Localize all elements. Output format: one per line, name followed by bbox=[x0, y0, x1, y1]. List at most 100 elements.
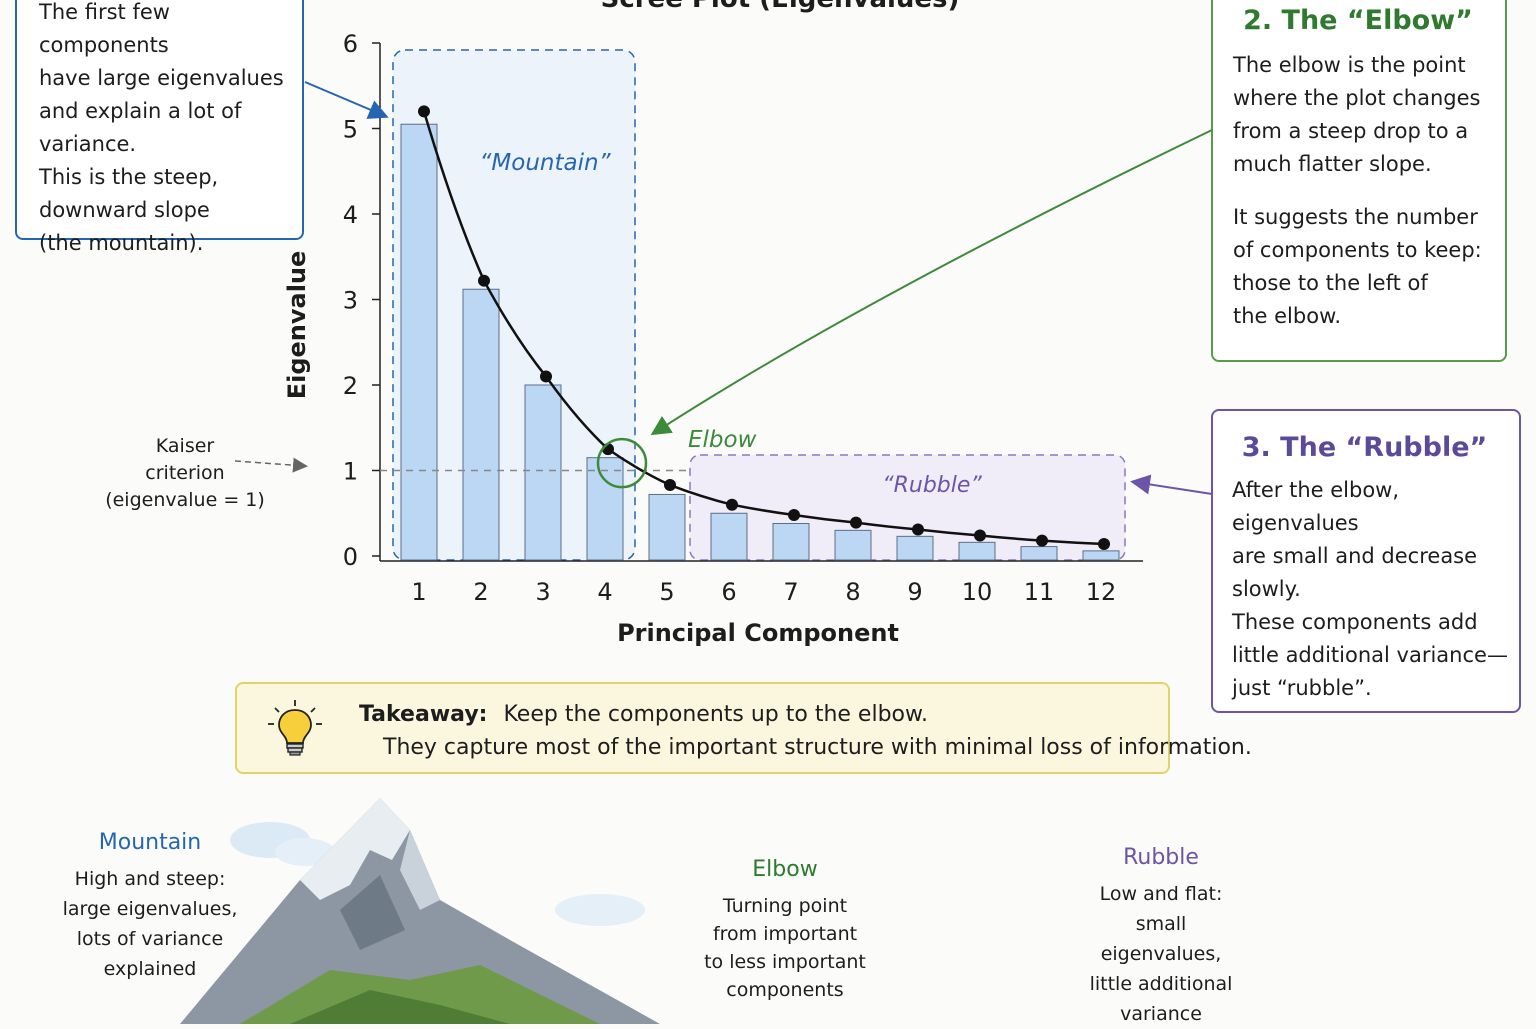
callout-elbow-line: of components to keep: bbox=[1233, 238, 1482, 262]
data-point bbox=[1098, 538, 1110, 551]
data-point bbox=[974, 529, 986, 542]
mountain-region bbox=[392, 49, 636, 561]
data-point bbox=[912, 523, 924, 536]
elbow-marker bbox=[596, 437, 648, 489]
y-tick-label: 5 bbox=[343, 116, 358, 144]
callout-elbow-line: the elbow. bbox=[1233, 304, 1341, 328]
bar bbox=[958, 541, 996, 561]
x-axis-label: Principal Component bbox=[617, 619, 899, 647]
legend-mountain: Mountain High and steep: large eigenvalu… bbox=[60, 828, 240, 984]
callout-elbow-line: where the plot changes bbox=[1233, 86, 1481, 110]
x-tick-label: 3 bbox=[535, 578, 550, 606]
legend-line: small eigenvalues, bbox=[1100, 913, 1222, 965]
elbow-arrow bbox=[650, 129, 1213, 436]
data-point bbox=[788, 508, 800, 521]
legend-line: components bbox=[726, 979, 844, 1001]
rubble-label: “Rubble” bbox=[882, 473, 982, 498]
kaiser-label-line: (eigenvalue = 1) bbox=[105, 489, 265, 511]
kaiser-label-line: Kaiser bbox=[155, 435, 215, 457]
data-point bbox=[850, 516, 862, 529]
legend-line: variance bbox=[1120, 1003, 1202, 1025]
callout-mountain-line: The first few components bbox=[39, 0, 170, 57]
y-axis-label: Eigenvalue bbox=[283, 251, 311, 400]
legend-line: High and steep: bbox=[74, 868, 226, 890]
callout-mountain: The first few components have large eige… bbox=[15, 0, 304, 255]
bar bbox=[772, 523, 810, 561]
bar bbox=[586, 457, 624, 561]
y-tick-label: 0 bbox=[343, 543, 358, 571]
data-point bbox=[418, 105, 430, 118]
callout-rubble-line: little additional variance— bbox=[1232, 643, 1508, 667]
callout-rubble-line: slowly. bbox=[1232, 577, 1301, 601]
kaiser-arrow bbox=[234, 457, 308, 473]
callout-rubble: 3. The “Rubble” After the elbow, eigenva… bbox=[1211, 409, 1521, 713]
bar bbox=[524, 384, 562, 561]
callout-elbow-title: 2. The “Elbow” bbox=[1243, 5, 1473, 36]
callout-rubble-title: 3. The “Rubble” bbox=[1241, 432, 1488, 463]
y-tick-label: 4 bbox=[343, 201, 358, 229]
callout-elbow-line: those to the left of bbox=[1233, 271, 1428, 295]
x-tick-label: 6 bbox=[721, 578, 736, 606]
bar bbox=[896, 535, 934, 561]
takeaway-label: Takeaway: bbox=[359, 702, 488, 727]
x-tick-label: 1 bbox=[411, 578, 426, 606]
legend-line: Low and flat: bbox=[1099, 883, 1223, 905]
callout-elbow: 2. The “Elbow” The elbow is the point wh… bbox=[1211, 0, 1507, 362]
legend-line: little additional bbox=[1089, 973, 1233, 995]
kaiser-label-line: criterion bbox=[145, 462, 225, 484]
y-tick-label: 3 bbox=[343, 287, 358, 315]
callout-rubble-line: are small and decrease bbox=[1232, 544, 1478, 568]
legend-line: lots of variance bbox=[76, 928, 224, 950]
callout-mountain-line: downward slope bbox=[39, 198, 210, 222]
legend-line: large eigenvalues, bbox=[62, 898, 238, 920]
elbow-label: Elbow bbox=[688, 427, 757, 453]
chart-title: Scree Plot (Eigenvalues) bbox=[560, 0, 1000, 14]
mountain-illustration bbox=[180, 798, 660, 1024]
callout-mountain-line: variance. bbox=[39, 132, 137, 156]
takeaway-box: Takeaway: Keep the components up to the e… bbox=[235, 682, 1252, 774]
mountain-arrow bbox=[304, 81, 389, 119]
data-point bbox=[1036, 534, 1048, 547]
callout-elbow-line: It suggests the number bbox=[1233, 205, 1478, 229]
x-tick-label: 4 bbox=[597, 578, 612, 606]
callout-mountain-line: This is the steep, bbox=[39, 165, 219, 189]
bar bbox=[400, 123, 438, 561]
takeaway-text-2: They capture most of the important struc… bbox=[383, 735, 1252, 760]
legend-line: to less important bbox=[704, 951, 866, 973]
callout-elbow-line: from a steep drop to a bbox=[1233, 119, 1469, 143]
y-tick-label: 6 bbox=[343, 30, 358, 58]
bar bbox=[1082, 550, 1120, 561]
takeaway-text-1: Keep the components up to the elbow. bbox=[503, 702, 928, 727]
legend-rubble: Rubble Low and flat: small eigenvalues, … bbox=[1076, 843, 1246, 1029]
legend-rubble-title: Rubble bbox=[1123, 845, 1199, 870]
callout-rubble-line: These components add bbox=[1232, 610, 1478, 634]
legend-elbow: Elbow Turning point from important to le… bbox=[700, 856, 870, 1004]
bar bbox=[648, 493, 686, 561]
legend-mountain-title: Mountain bbox=[98, 830, 202, 855]
callout-rubble-line: just “rubble”. bbox=[1232, 676, 1372, 700]
mountain-label: “Mountain” bbox=[480, 150, 612, 176]
x-tick-label: 8 bbox=[845, 578, 860, 606]
data-point bbox=[478, 274, 490, 287]
x-tick-label: 2 bbox=[473, 578, 488, 606]
y-tick-label: 1 bbox=[343, 458, 358, 486]
data-point bbox=[664, 479, 676, 492]
callout-mountain-line: have large eigenvalues bbox=[39, 66, 284, 90]
x-tick-label: 5 bbox=[659, 578, 674, 606]
bar bbox=[462, 288, 500, 561]
data-point bbox=[726, 498, 738, 511]
x-tick-label: 12 bbox=[1086, 578, 1117, 606]
legend-line: from important bbox=[712, 923, 858, 945]
takeaway-line-1: Takeaway: Keep the components up to the e… bbox=[359, 702, 928, 727]
bar bbox=[710, 512, 748, 561]
callout-rubble-line: After the elbow, eigenvalues bbox=[1232, 478, 1400, 535]
bar bbox=[1020, 546, 1058, 561]
legend-elbow-title: Elbow bbox=[752, 857, 818, 882]
x-tick-label: 9 bbox=[907, 578, 922, 606]
legend-line: explained bbox=[103, 958, 197, 980]
lightbulb-icon bbox=[268, 700, 322, 756]
x-tick-label: 7 bbox=[783, 578, 798, 606]
x-tick-label: 10 bbox=[962, 578, 993, 606]
legend-line: Turning point bbox=[722, 895, 848, 917]
